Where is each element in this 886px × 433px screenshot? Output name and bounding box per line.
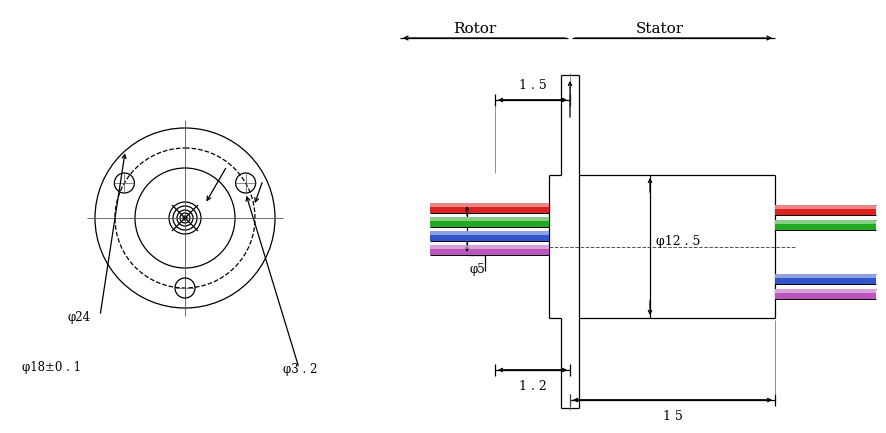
Bar (430, 203, 549, 207)
Bar (430, 203, 549, 213)
Text: 1 5: 1 5 (663, 410, 682, 423)
Text: φ3 . 2: φ3 . 2 (283, 363, 317, 377)
Text: Rotor: Rotor (454, 22, 497, 36)
Bar (775, 289, 876, 293)
Bar (775, 220, 876, 230)
Text: φ12 . 5: φ12 . 5 (656, 235, 700, 248)
Bar (775, 205, 876, 215)
Bar (430, 231, 549, 241)
Text: Stator: Stator (636, 22, 684, 36)
Bar (430, 231, 549, 235)
Bar (775, 289, 876, 299)
Text: 1 . 2: 1 . 2 (518, 380, 547, 393)
Bar (430, 217, 549, 227)
Bar (430, 217, 549, 221)
Bar (775, 220, 876, 224)
Text: 1 . 5: 1 . 5 (518, 79, 547, 92)
Bar (430, 245, 549, 249)
Text: φ24: φ24 (68, 311, 91, 324)
Bar (430, 245, 549, 255)
Text: φ5: φ5 (470, 263, 486, 276)
Bar (775, 274, 876, 278)
Text: φ18±0 . 1: φ18±0 . 1 (22, 362, 81, 375)
Bar (775, 274, 876, 284)
Bar (775, 205, 876, 209)
